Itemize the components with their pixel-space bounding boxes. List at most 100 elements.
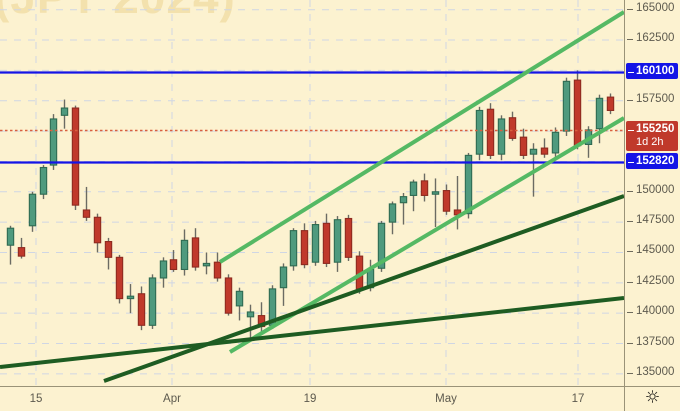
candlestick bbox=[148, 274, 157, 329]
candlestick bbox=[606, 93, 615, 115]
candle-body bbox=[431, 191, 440, 195]
y-tick-mark bbox=[627, 251, 633, 253]
candlestick bbox=[180, 229, 189, 276]
candle-body bbox=[202, 262, 211, 267]
candlestick bbox=[409, 179, 418, 212]
candle-body bbox=[213, 261, 222, 279]
resistance-level-value: 160100 bbox=[636, 65, 675, 77]
candlestick bbox=[213, 252, 222, 282]
candlestick bbox=[399, 193, 408, 225]
resistance-level[interactable]: 160100 bbox=[626, 63, 679, 79]
candle-body bbox=[333, 219, 342, 263]
price-axis[interactable]: 165000 162500 157500 150000 147500 145000 1425… bbox=[624, 0, 680, 386]
candle-body bbox=[540, 147, 549, 155]
candle-body bbox=[224, 277, 233, 314]
y-tick-label: 142500 bbox=[636, 274, 675, 287]
y-tick-label: 147500 bbox=[636, 214, 675, 227]
overlay-lines-layer[interactable] bbox=[0, 0, 624, 386]
x-tick-label: May bbox=[435, 393, 457, 405]
y-tick-label: 137500 bbox=[636, 335, 675, 348]
chart-watermark: (JPY 2024) bbox=[0, 0, 236, 24]
y-tick-label: 145000 bbox=[636, 244, 675, 257]
candlestick bbox=[289, 228, 298, 271]
candlestick bbox=[388, 201, 397, 235]
candlestick bbox=[137, 286, 146, 331]
candlestick bbox=[159, 257, 168, 288]
candle-body bbox=[300, 230, 309, 266]
candlestick bbox=[551, 127, 560, 160]
badge-tick-mark bbox=[628, 130, 634, 131]
candlestick bbox=[235, 287, 244, 321]
candlestick bbox=[191, 228, 200, 271]
y-tick-label: 140000 bbox=[636, 305, 675, 318]
y-tick-label: 157500 bbox=[636, 92, 675, 105]
candlestick bbox=[246, 304, 255, 342]
candlestick bbox=[322, 213, 331, 268]
time-axis[interactable]: 15 Apr 19 May 17 bbox=[0, 386, 624, 411]
candle-body bbox=[137, 293, 146, 326]
candlestick bbox=[202, 252, 211, 275]
candle-body bbox=[191, 237, 200, 268]
x-tick-label: Apr bbox=[163, 393, 181, 405]
candle-body bbox=[235, 290, 244, 307]
candle-body bbox=[180, 239, 189, 271]
candle-body bbox=[377, 222, 386, 269]
candlestick bbox=[442, 184, 451, 215]
candle-body bbox=[39, 166, 48, 195]
support-dark-green-steep[interactable] bbox=[103, 194, 624, 383]
candlestick bbox=[60, 99, 69, 129]
y-tick-label: 135000 bbox=[636, 365, 675, 378]
candle-body bbox=[17, 247, 26, 257]
y-tick-mark bbox=[627, 190, 633, 192]
candle-body bbox=[49, 118, 58, 166]
candlestick bbox=[497, 115, 506, 161]
candlestick bbox=[475, 106, 484, 161]
chart-plot-area[interactable]: (JPY 2024) bbox=[0, 0, 624, 386]
candle-body bbox=[399, 196, 408, 204]
candle-body bbox=[388, 203, 397, 223]
candle-body bbox=[508, 117, 517, 139]
candlestick-series bbox=[6, 70, 615, 342]
current-price-countdown: 1d 2h bbox=[636, 136, 664, 148]
candle-body bbox=[519, 136, 528, 156]
candle-body bbox=[486, 108, 495, 156]
candle-body bbox=[126, 295, 135, 300]
candlestick bbox=[464, 152, 473, 219]
badge-tick-mark bbox=[628, 72, 634, 73]
candle-body bbox=[60, 107, 69, 116]
candle-body bbox=[551, 131, 560, 154]
chart-settings-corner[interactable] bbox=[624, 386, 680, 411]
candle-body bbox=[93, 216, 102, 244]
y-tick-mark bbox=[627, 39, 633, 41]
y-tick-mark bbox=[627, 221, 633, 223]
y-tick-mark bbox=[627, 281, 633, 283]
candle-body bbox=[475, 109, 484, 155]
candle-body bbox=[82, 209, 91, 218]
candle-body bbox=[529, 148, 538, 155]
candlestick bbox=[49, 114, 58, 170]
candle-body bbox=[464, 154, 473, 215]
candlestick bbox=[311, 220, 320, 266]
candle-body bbox=[442, 190, 451, 212]
x-tick-label: 15 bbox=[29, 393, 43, 405]
candle-body bbox=[606, 96, 615, 112]
badge-tick-mark bbox=[628, 162, 634, 163]
candle-body bbox=[169, 259, 178, 271]
candlestick bbox=[93, 213, 102, 253]
candlestick bbox=[115, 254, 124, 304]
candlestick bbox=[126, 284, 135, 314]
y-tick-mark bbox=[627, 372, 633, 374]
candle-body bbox=[159, 260, 168, 279]
support-level[interactable]: 152820 bbox=[626, 153, 679, 169]
y-tick-label: 165000 bbox=[636, 1, 675, 14]
candle-body bbox=[6, 227, 15, 246]
candlestick bbox=[431, 178, 440, 227]
candlestick bbox=[540, 138, 549, 158]
gear-icon[interactable] bbox=[645, 389, 660, 409]
current-price[interactable]: 155250 1d 2h bbox=[626, 121, 679, 151]
candlestick bbox=[169, 250, 178, 272]
channel-upper-light-green[interactable] bbox=[218, 10, 624, 264]
candlestick bbox=[28, 191, 37, 232]
support-dark-green-shallow[interactable] bbox=[0, 296, 624, 369]
